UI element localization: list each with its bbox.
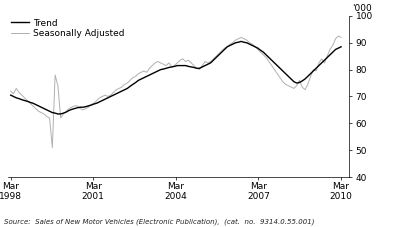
Legend: Trend, Seasonally Adjusted: Trend, Seasonally Adjusted bbox=[11, 19, 125, 38]
Text: '000: '000 bbox=[352, 4, 372, 13]
Text: Source:  Sales of New Motor Vehicles (Electronic Publication),  (cat.  no.  9314: Source: Sales of New Motor Vehicles (Ele… bbox=[4, 218, 314, 225]
